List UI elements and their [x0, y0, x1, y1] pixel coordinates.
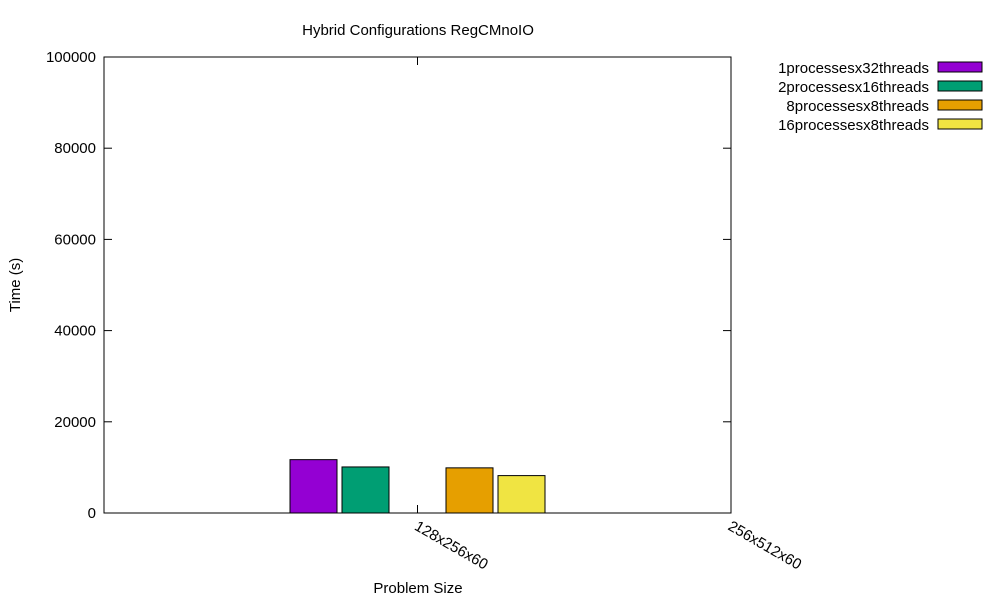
legend-label: 2processesx16threads — [778, 79, 929, 96]
bar-16processesx8threads — [497, 475, 546, 514]
legend-label: 16processesx8threads — [778, 117, 929, 134]
plot-frame — [103, 56, 732, 514]
y-tick-label: 40000 — [54, 323, 96, 340]
x-tick-label: 256x512x60 — [725, 518, 804, 574]
legend-swatch — [937, 61, 983, 73]
bar-2processesx16threads — [341, 466, 390, 514]
x-axis-label: Problem Size — [373, 580, 462, 597]
legend-swatch — [937, 118, 983, 130]
y-axis: 0 20000 40000 60000 80000 100000 — [46, 49, 731, 522]
legend-swatch — [937, 99, 983, 111]
x-tick-label: 128x256x60 — [412, 518, 491, 574]
y-tick-label: 80000 — [54, 140, 96, 157]
legend: 1processesx32threads 2processesx16threads… — [778, 60, 983, 134]
y-tick-label: 0 — [88, 505, 96, 522]
y-tick-label: 100000 — [46, 49, 96, 66]
bar-1processesx32threads — [289, 459, 338, 514]
bar-8processesx8threads — [445, 467, 494, 514]
bars-group — [289, 459, 546, 514]
y-tick-label: 20000 — [54, 414, 96, 431]
legend-label: 8processesx8threads — [786, 98, 929, 115]
chart-title: Hybrid Configurations RegCMnoIO — [302, 22, 534, 39]
y-tick-label: 60000 — [54, 231, 96, 248]
legend-swatch — [937, 80, 983, 92]
y-axis-label: Time (s) — [7, 258, 24, 312]
legend-label: 1processesx32threads — [778, 60, 929, 77]
plot-area — [103, 56, 732, 514]
